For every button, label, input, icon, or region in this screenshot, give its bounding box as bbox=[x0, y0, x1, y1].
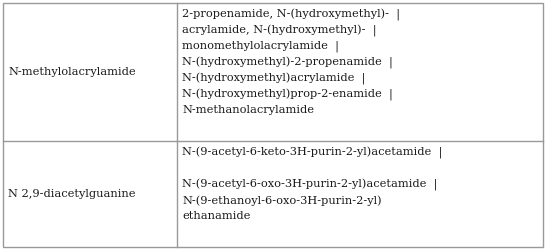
Text: ethanamide: ethanamide bbox=[182, 211, 251, 221]
Text: N 2,9-diacetylguanine: N 2,9-diacetylguanine bbox=[8, 189, 135, 199]
Text: N-(hydroxymethyl)acrylamide  |: N-(hydroxymethyl)acrylamide | bbox=[182, 73, 366, 85]
Text: N-(9-ethanoyl-6-oxo-3H-purin-2-yl): N-(9-ethanoyl-6-oxo-3H-purin-2-yl) bbox=[182, 195, 382, 206]
Text: N-(9-acetyl-6-keto-3H-purin-2-yl)acetamide  |: N-(9-acetyl-6-keto-3H-purin-2-yl)acetami… bbox=[182, 147, 443, 159]
Text: acrylamide, N-(hydroxymethyl)-  |: acrylamide, N-(hydroxymethyl)- | bbox=[182, 25, 377, 37]
Text: 2-propenamide, N-(hydroxymethyl)-  |: 2-propenamide, N-(hydroxymethyl)- | bbox=[182, 9, 401, 21]
Text: monomethylolacrylamide  |: monomethylolacrylamide | bbox=[182, 41, 340, 52]
Text: N-(9-acetyl-6-oxo-3H-purin-2-yl)acetamide  |: N-(9-acetyl-6-oxo-3H-purin-2-yl)acetamid… bbox=[182, 179, 438, 191]
Text: N-methanolacrylamide: N-methanolacrylamide bbox=[182, 105, 314, 115]
Text: N-methylolacrylamide: N-methylolacrylamide bbox=[8, 67, 135, 77]
Text: N-(hydroxymethyl)prop-2-enamide  |: N-(hydroxymethyl)prop-2-enamide | bbox=[182, 89, 393, 101]
Text: N-(hydroxymethyl)-2-propenamide  |: N-(hydroxymethyl)-2-propenamide | bbox=[182, 57, 393, 69]
